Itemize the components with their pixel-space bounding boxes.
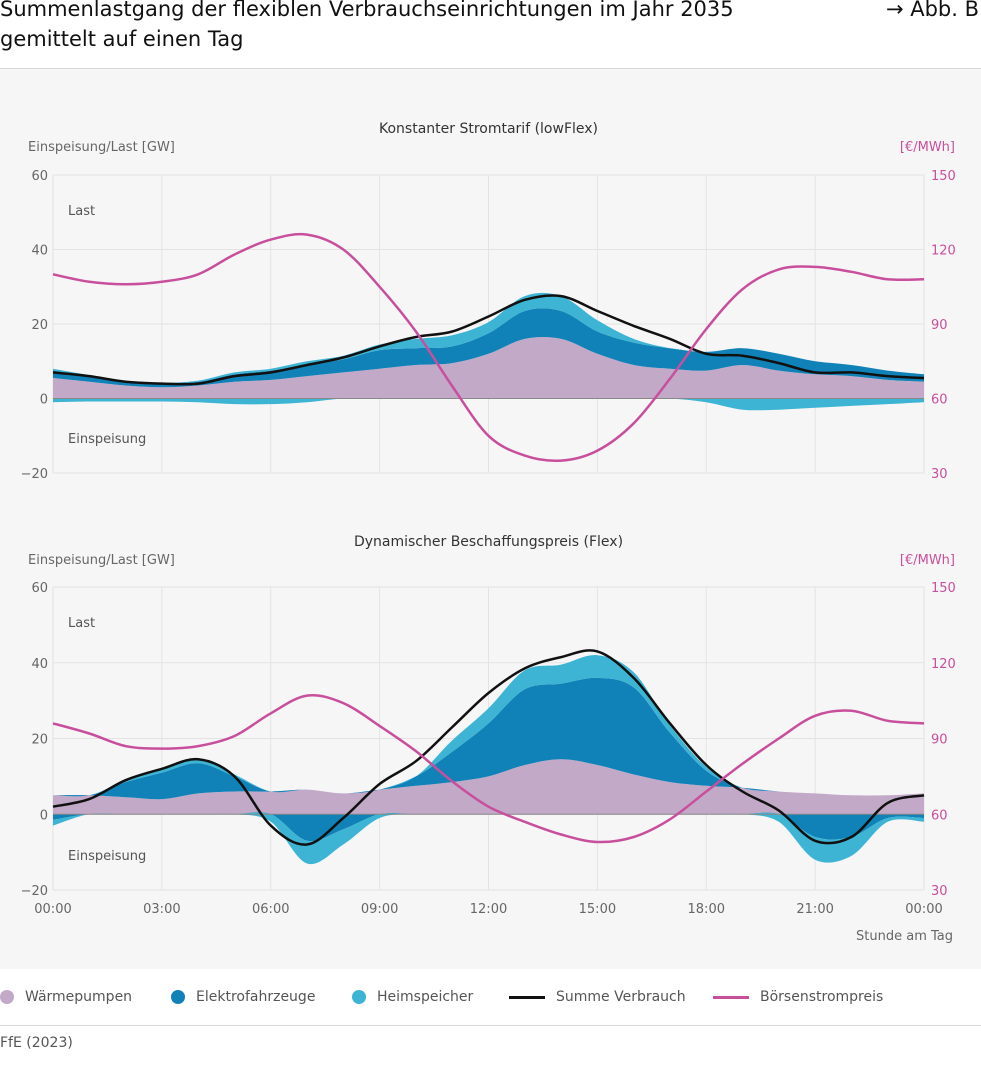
x-tick-label: 12:00 — [470, 902, 507, 917]
area-elektrofahrzeuge — [53, 308, 924, 388]
legend-item-waermepumpen: Wärmepumpen — [0, 989, 132, 1005]
chart-panel: Konstanter Stromtarif (lowFlex) Einspeisu… — [0, 69, 981, 969]
figure-reference: → Abb. B — [885, 0, 979, 21]
area-waermepumpen — [53, 337, 924, 399]
y-tick-label-left: −20 — [21, 467, 48, 482]
y-tick-label-right: 30 — [931, 467, 948, 482]
legend-label-waermepumpen: Wärmepumpen — [25, 989, 133, 1005]
legend-label-summe: Summe Verbrauch — [556, 989, 686, 1005]
y-tick-label-left: 20 — [31, 733, 48, 748]
y-tick-label-left: 0 — [40, 393, 48, 408]
source-note: FfE (2023) — [0, 1035, 73, 1051]
chart-svg: Konstanter Stromtarif (lowFlex) Einspeisu… — [21, 121, 956, 944]
annotation-last: Last — [68, 616, 95, 631]
y-tick-label-right: 150 — [931, 169, 956, 184]
y-tick-label-right: 120 — [931, 244, 956, 259]
area-elektrofahrzeuge — [53, 677, 924, 800]
line-boersenstrompreis — [52, 693, 925, 844]
x-tick-label: 06:00 — [252, 902, 289, 917]
y-axis-label-left: Einspeisung/Last [GW] — [28, 140, 175, 155]
y-axis-label-left: Einspeisung/Last [GW] — [28, 553, 175, 568]
area-heimspeicher-einspeisung — [53, 398, 924, 411]
legend-item-elektrofahrzeuge: Elektrofahrzeuge — [171, 989, 315, 1005]
y-axis-label-right: [€/MWh] — [900, 553, 955, 568]
x-tick-label: 18:00 — [688, 902, 725, 917]
header: Summenlastgang der flexiblen Verbrauchse… — [0, 0, 981, 69]
legend: Wärmepumpen Elektrofahrzeuge Heimspeiche… — [0, 969, 981, 1026]
y-tick-label-left: 40 — [31, 657, 48, 672]
chart-flex: Dynamischer Beschaffungspreis (Flex) Eins… — [21, 534, 956, 944]
legend-label-preis: Börsenstrompreis — [760, 989, 884, 1005]
legend-swatch-preis — [713, 995, 749, 999]
legend-swatch-waermepumpen — [0, 990, 14, 1004]
y-tick-label-left: −20 — [21, 884, 48, 899]
line-summe-verbrauch — [52, 649, 925, 846]
legend-item-heimspeicher: Heimspeicher — [352, 989, 473, 1005]
x-tick-label: 00:00 — [905, 902, 942, 917]
line-boersenstrompreis — [52, 232, 925, 463]
line-summe-verbrauch — [52, 294, 925, 386]
area-elektrofahrzeuge-negative — [53, 812, 924, 842]
y-tick-label-right: 90 — [931, 318, 948, 333]
y-tick-label-right: 120 — [931, 657, 956, 672]
chart-title: Summenlastgang der flexiblen Verbrauchse… — [0, 0, 734, 51]
annotation-einspeisung: Einspeisung — [68, 432, 146, 447]
area-heimspeicher-negative — [53, 812, 924, 865]
y-tick-label-right: 60 — [931, 393, 948, 408]
legend-swatch-elektrofahrzeuge — [171, 990, 185, 1004]
x-tick-label: 00:00 — [34, 902, 71, 917]
area-waermepumpen — [53, 759, 924, 815]
legend-swatch-heimspeicher — [352, 990, 366, 1004]
x-tick-label: 15:00 — [579, 902, 616, 917]
y-tick-label-left: 60 — [31, 169, 48, 184]
legend-item-summe: Summe Verbrauch — [509, 989, 686, 1005]
annotation-einspeisung: Einspeisung — [68, 849, 146, 864]
legend-label-elektrofahrzeuge: Elektrofahrzeuge — [196, 989, 316, 1005]
x-tick-label: 03:00 — [143, 902, 180, 917]
chart-lowflex: Konstanter Stromtarif (lowFlex) Einspeisu… — [21, 121, 956, 482]
legend-label-heimspeicher: Heimspeicher — [377, 989, 474, 1005]
y-tick-label-right: 30 — [931, 884, 948, 899]
x-tick-label: 09:00 — [361, 902, 398, 917]
chart-subtitle: Konstanter Stromtarif (lowFlex) — [379, 121, 598, 137]
y-tick-label-left: 60 — [31, 581, 48, 596]
y-tick-label-right: 90 — [931, 733, 948, 748]
y-tick-label-left: 0 — [40, 808, 48, 823]
y-tick-label-left: 40 — [31, 244, 48, 259]
y-tick-label-right: 150 — [931, 581, 956, 596]
y-tick-label-left: 20 — [31, 318, 48, 333]
chart-subtitle: Dynamischer Beschaffungspreis (Flex) — [354, 534, 623, 550]
x-axis-label: Stunde am Tag — [856, 929, 953, 944]
legend-swatch-summe — [509, 995, 545, 999]
y-axis-label-right: [€/MWh] — [900, 140, 955, 155]
y-tick-label-right: 60 — [931, 808, 948, 823]
x-tick-label: 21:00 — [796, 902, 833, 917]
legend-item-preis: Börsenstrompreis — [713, 989, 883, 1005]
annotation-last: Last — [68, 204, 95, 219]
